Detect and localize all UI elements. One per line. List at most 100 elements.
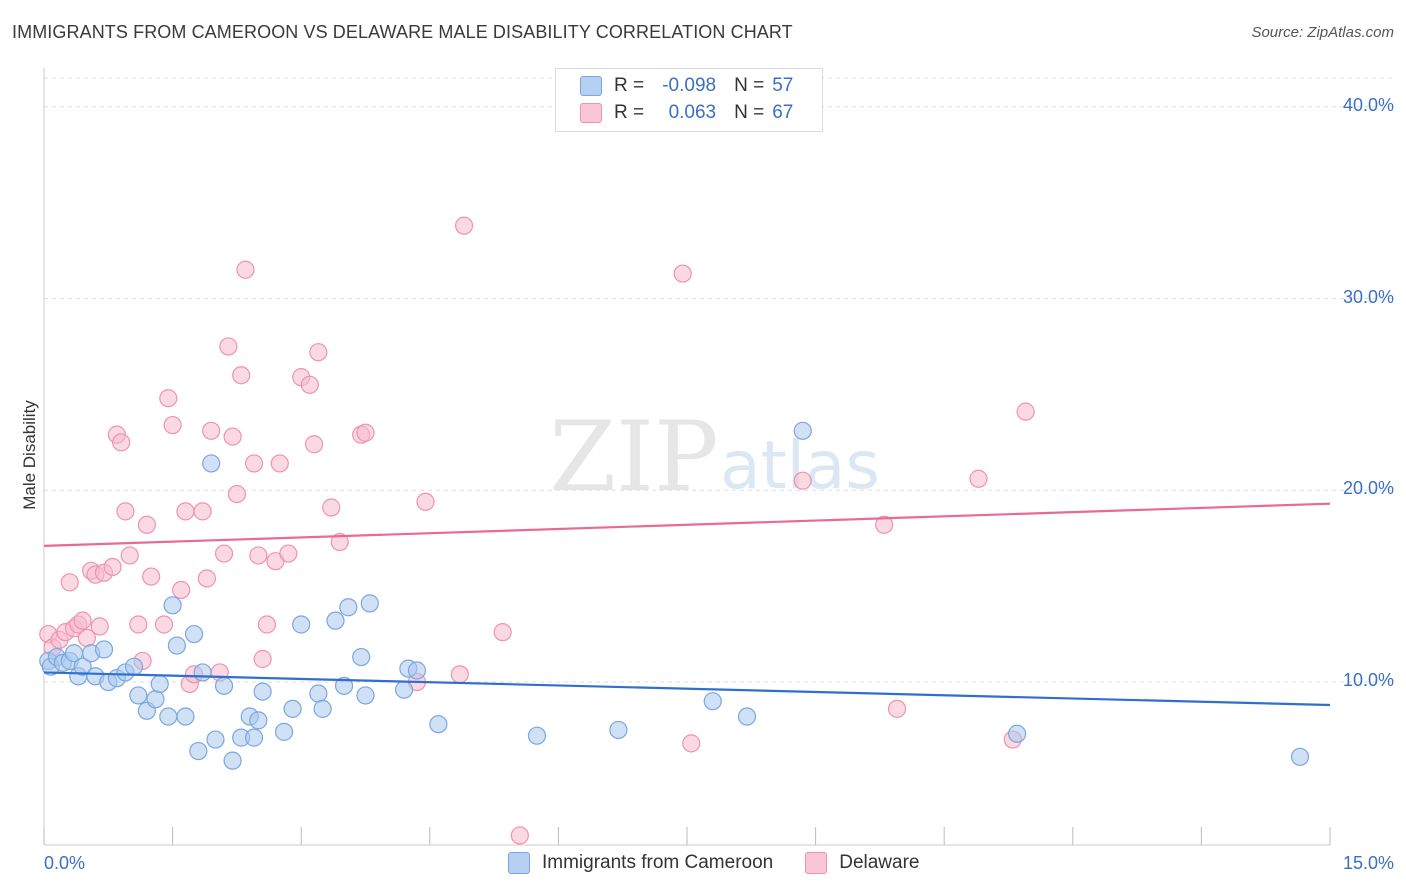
data-point bbox=[875, 515, 894, 534]
data-point bbox=[313, 699, 332, 718]
data-point bbox=[193, 502, 212, 521]
data-point bbox=[274, 722, 294, 741]
legend-item-cameroon: Immigrants from Cameroon bbox=[508, 852, 773, 874]
data-point bbox=[737, 707, 757, 726]
data-point bbox=[167, 636, 186, 655]
data-point bbox=[394, 680, 414, 699]
trend-line-cameroon bbox=[43, 671, 1331, 707]
data-point bbox=[326, 611, 345, 630]
data-point bbox=[202, 421, 221, 440]
data-point bbox=[206, 730, 225, 749]
legend-swatch-blue bbox=[508, 852, 530, 874]
data-point bbox=[193, 663, 212, 682]
data-point bbox=[279, 544, 298, 563]
data-point bbox=[202, 454, 221, 473]
data-point bbox=[150, 674, 169, 694]
chart-title: IMMIGRANTS FROM CAMEROON VS DELAWARE MAL… bbox=[12, 22, 793, 42]
data-point bbox=[356, 686, 375, 705]
series-cameroon-points bbox=[39, 421, 1310, 770]
data-point bbox=[219, 337, 238, 356]
data-point bbox=[163, 415, 182, 435]
data-point bbox=[257, 615, 277, 634]
y-tick-label: 40.0% bbox=[1342, 94, 1394, 115]
axes bbox=[43, 68, 1331, 846]
data-point bbox=[159, 389, 178, 408]
legend-label-cameroon: Immigrants from Cameroon bbox=[542, 852, 774, 873]
data-point bbox=[90, 617, 109, 636]
data-point bbox=[793, 421, 812, 440]
legend-r-value: 0.063 bbox=[668, 102, 717, 123]
y-tick-label: 10.0% bbox=[1342, 670, 1394, 690]
data-point bbox=[339, 598, 358, 617]
data-point bbox=[270, 454, 289, 473]
data-point bbox=[120, 546, 139, 565]
data-point bbox=[129, 686, 148, 705]
legend-r-label: R = bbox=[614, 75, 645, 96]
data-point bbox=[1016, 402, 1035, 421]
data-point bbox=[184, 624, 204, 644]
data-point bbox=[60, 573, 79, 592]
y-tick-label: 20.0% bbox=[1342, 478, 1394, 499]
data-point bbox=[112, 433, 131, 452]
data-point bbox=[214, 544, 234, 563]
data-point bbox=[154, 615, 174, 634]
series-delaware-points bbox=[39, 216, 1035, 845]
data-point bbox=[407, 661, 427, 680]
data-point bbox=[300, 375, 319, 394]
legend-r-label: R = bbox=[614, 102, 645, 123]
data-point bbox=[493, 623, 512, 642]
data-point bbox=[249, 711, 268, 730]
data-point bbox=[124, 657, 144, 676]
data-point bbox=[223, 751, 242, 770]
data-point bbox=[527, 726, 547, 745]
legend-swatch-blue bbox=[580, 76, 602, 96]
data-point bbox=[159, 707, 178, 726]
data-point bbox=[116, 502, 135, 521]
data-point bbox=[292, 615, 311, 634]
data-point bbox=[360, 594, 379, 613]
data-point bbox=[330, 532, 349, 552]
data-point bbox=[334, 676, 354, 695]
legend-n-label: N = bbox=[734, 102, 765, 123]
legend-row-delaware: R = 0.063 N = 67 bbox=[580, 101, 793, 125]
legend-swatch-pink bbox=[580, 103, 602, 123]
legend-label-delaware: Delaware bbox=[839, 852, 920, 873]
trend-lines bbox=[43, 502, 1331, 707]
stats-legend: R = -0.098 N = 57 R = 0.063 N = 67 bbox=[555, 68, 823, 132]
legend-n-label: N = bbox=[734, 75, 765, 96]
data-point bbox=[1007, 724, 1027, 743]
data-point bbox=[356, 423, 375, 442]
data-point bbox=[416, 492, 435, 511]
watermark-atlas: atlas bbox=[720, 427, 880, 504]
data-point bbox=[682, 734, 701, 753]
data-point bbox=[249, 546, 268, 565]
data-point bbox=[129, 615, 148, 634]
data-point bbox=[103, 557, 122, 577]
data-point bbox=[283, 699, 302, 718]
data-point bbox=[429, 715, 448, 734]
data-point bbox=[304, 435, 324, 454]
data-point bbox=[450, 665, 469, 684]
data-point bbox=[142, 567, 161, 586]
data-point bbox=[673, 264, 692, 283]
data-point bbox=[189, 741, 208, 761]
data-point bbox=[244, 454, 264, 473]
data-point bbox=[887, 699, 907, 718]
data-point bbox=[227, 484, 246, 504]
data-point bbox=[146, 690, 165, 709]
data-point bbox=[163, 596, 182, 615]
series-legend: Immigrants from Cameroon Delaware bbox=[508, 852, 952, 874]
legend-swatch-pink bbox=[805, 852, 828, 874]
data-point bbox=[236, 260, 255, 279]
legend-n-value: 57 bbox=[772, 75, 794, 96]
data-point bbox=[703, 692, 722, 711]
data-point bbox=[232, 366, 251, 385]
watermark-zip: ZIP bbox=[549, 401, 718, 513]
data-point bbox=[223, 427, 242, 446]
data-point bbox=[793, 471, 812, 490]
data-point bbox=[352, 647, 371, 667]
legend-item-delaware: Delaware bbox=[805, 852, 920, 874]
data-point bbox=[214, 676, 234, 695]
data-point bbox=[176, 707, 195, 726]
legend-row-cameroon: R = -0.098 N = 57 bbox=[580, 74, 793, 98]
